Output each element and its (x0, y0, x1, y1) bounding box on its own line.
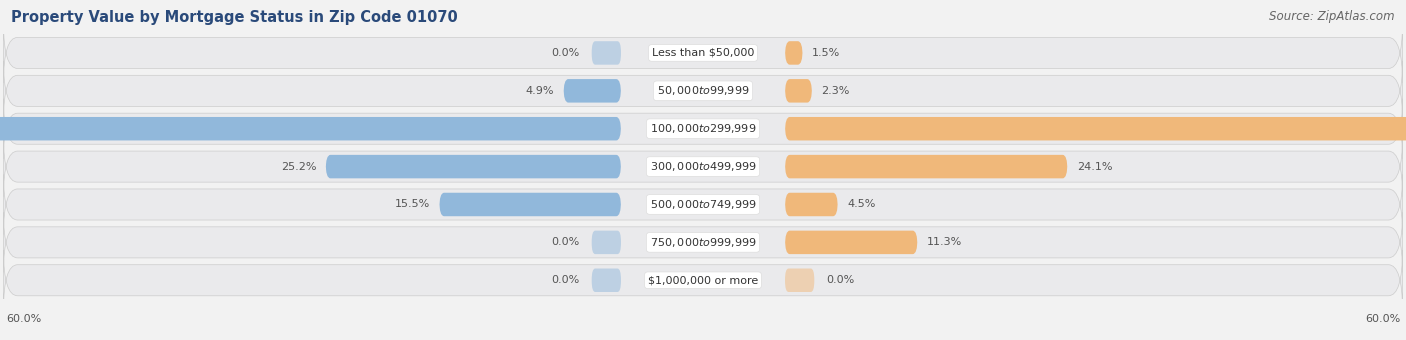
Text: $500,000 to $749,999: $500,000 to $749,999 (650, 198, 756, 211)
Text: 2.3%: 2.3% (821, 86, 849, 96)
Text: Source: ZipAtlas.com: Source: ZipAtlas.com (1270, 10, 1395, 23)
FancyBboxPatch shape (439, 193, 621, 216)
Text: $50,000 to $99,999: $50,000 to $99,999 (657, 84, 749, 97)
FancyBboxPatch shape (3, 23, 1403, 83)
Text: 60.0%: 60.0% (6, 314, 41, 324)
FancyBboxPatch shape (785, 269, 814, 292)
Text: 1.5%: 1.5% (813, 48, 841, 58)
Text: $750,000 to $999,999: $750,000 to $999,999 (650, 236, 756, 249)
Text: Property Value by Mortgage Status in Zip Code 01070: Property Value by Mortgage Status in Zip… (11, 10, 458, 25)
FancyBboxPatch shape (326, 155, 621, 179)
FancyBboxPatch shape (3, 250, 1403, 310)
FancyBboxPatch shape (3, 174, 1403, 234)
FancyBboxPatch shape (3, 212, 1403, 272)
Text: 0.0%: 0.0% (827, 275, 855, 285)
Text: 4.5%: 4.5% (846, 200, 876, 209)
FancyBboxPatch shape (3, 61, 1403, 121)
Text: 15.5%: 15.5% (395, 200, 430, 209)
FancyBboxPatch shape (785, 231, 917, 254)
FancyBboxPatch shape (785, 79, 813, 103)
Text: $300,000 to $499,999: $300,000 to $499,999 (650, 160, 756, 173)
FancyBboxPatch shape (785, 155, 1067, 179)
FancyBboxPatch shape (785, 193, 838, 216)
Text: 0.0%: 0.0% (551, 275, 581, 285)
FancyBboxPatch shape (592, 231, 621, 254)
Text: $100,000 to $299,999: $100,000 to $299,999 (650, 122, 756, 135)
FancyBboxPatch shape (785, 117, 1406, 140)
FancyBboxPatch shape (564, 79, 621, 103)
Text: 4.9%: 4.9% (526, 86, 554, 96)
Text: 11.3%: 11.3% (927, 237, 962, 248)
Text: 25.2%: 25.2% (281, 162, 316, 172)
FancyBboxPatch shape (592, 269, 621, 292)
FancyBboxPatch shape (0, 117, 621, 140)
Text: 0.0%: 0.0% (551, 237, 581, 248)
Text: Less than $50,000: Less than $50,000 (652, 48, 754, 58)
FancyBboxPatch shape (3, 137, 1403, 197)
FancyBboxPatch shape (592, 41, 621, 65)
Text: 0.0%: 0.0% (551, 48, 581, 58)
Text: $1,000,000 or more: $1,000,000 or more (648, 275, 758, 285)
Text: 24.1%: 24.1% (1077, 162, 1112, 172)
FancyBboxPatch shape (785, 41, 803, 65)
Text: 60.0%: 60.0% (1365, 314, 1400, 324)
FancyBboxPatch shape (3, 99, 1403, 159)
